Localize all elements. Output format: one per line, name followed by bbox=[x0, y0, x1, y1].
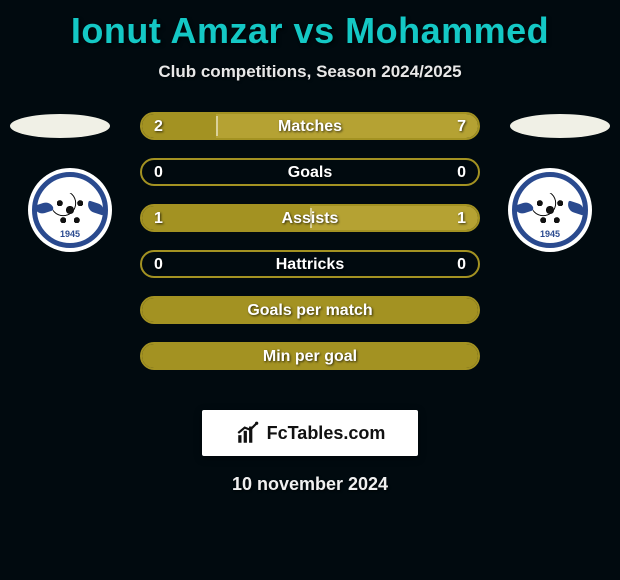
stat-label: Goals per match bbox=[142, 298, 478, 324]
stat-value-right: 0 bbox=[457, 252, 466, 278]
stat-value-left: 0 bbox=[154, 252, 163, 278]
player2-club-badge: 1945 bbox=[508, 168, 592, 252]
club-badge-inner: 1945 bbox=[512, 172, 588, 248]
stat-bar-row: Goals0 0 bbox=[140, 158, 480, 186]
player2-name: Mohammed bbox=[345, 10, 549, 51]
stat-bar-row: Goals per match bbox=[140, 296, 480, 324]
stat-label: Hattricks bbox=[142, 252, 478, 278]
subtitle: Club competitions, Season 2024/2025 bbox=[0, 62, 620, 82]
stat-bars-container: Matches27Goals00Assists11Hattricks00Goal… bbox=[140, 112, 480, 388]
comparison-title: Ionut Amzar vs Mohammed bbox=[0, 0, 620, 52]
stat-label: Min per goal bbox=[142, 344, 478, 370]
footer-brand-text: FcTables.com bbox=[267, 423, 386, 444]
soccer-ball-icon bbox=[53, 193, 87, 227]
stat-value-left: 1 bbox=[154, 206, 163, 232]
stat-label: Assists bbox=[142, 206, 478, 232]
stat-value-left: 2 bbox=[154, 114, 163, 140]
player1-name: Ionut Amzar bbox=[71, 10, 283, 51]
stat-bar-row: Min per goal bbox=[140, 342, 480, 370]
club-year: 1945 bbox=[37, 229, 103, 239]
stat-value-left: 0 bbox=[154, 160, 163, 186]
date-label: 10 november 2024 bbox=[0, 474, 620, 495]
stat-label: Matches bbox=[142, 114, 478, 140]
fctables-logo-icon bbox=[235, 420, 261, 446]
club-badge-inner: 1945 bbox=[32, 172, 108, 248]
comparison-main: 1945 1945 Matches27Goals00Assists11Hattr… bbox=[0, 112, 620, 402]
stat-label: Goals bbox=[142, 160, 478, 186]
club-year: 1945 bbox=[517, 229, 583, 239]
stat-bar-row: Hattricks0 0 bbox=[140, 250, 480, 278]
player1-club-badge: 1945 bbox=[28, 168, 112, 252]
stat-bar-row: Assists1 1 bbox=[140, 204, 480, 232]
stat-bar-row: Matches2 7 bbox=[140, 112, 480, 140]
vs-label: vs bbox=[294, 10, 335, 51]
soccer-ball-icon bbox=[533, 193, 567, 227]
stat-value-right: 7 bbox=[457, 114, 466, 140]
player1-halo bbox=[10, 114, 110, 138]
stat-value-right: 1 bbox=[457, 206, 466, 232]
stat-value-right: 0 bbox=[457, 160, 466, 186]
player2-halo bbox=[510, 114, 610, 138]
footer-brand-badge: FcTables.com bbox=[202, 410, 418, 456]
